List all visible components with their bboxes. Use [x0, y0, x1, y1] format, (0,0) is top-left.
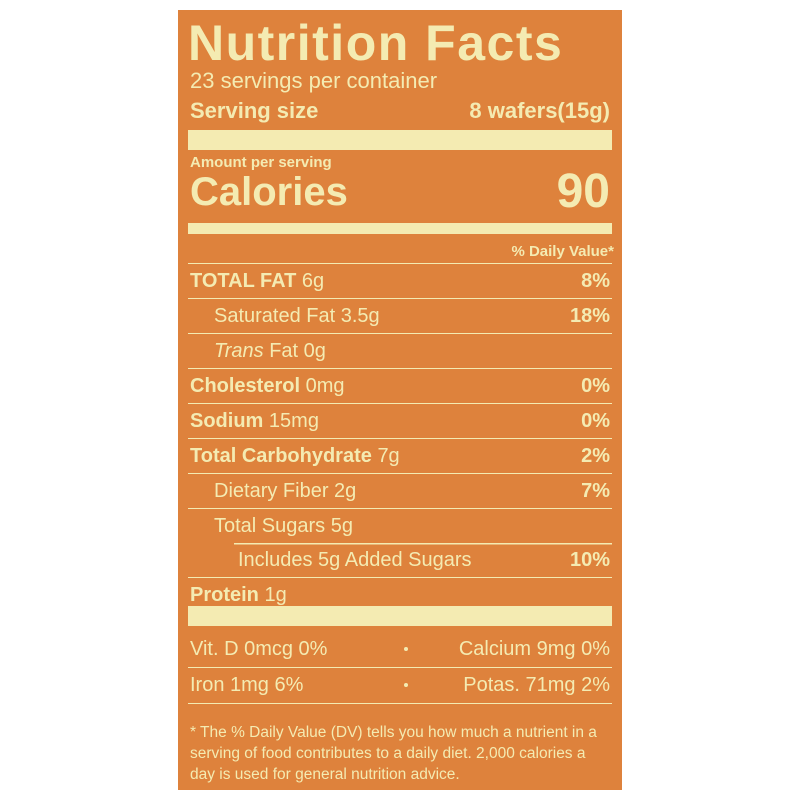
serving-size: Serving size 8 wafers(15g)	[190, 98, 610, 124]
title: Nutrition Facts	[188, 15, 564, 71]
daily-value: 8%	[581, 269, 610, 292]
thick-rule	[188, 606, 612, 626]
daily-value: 10%	[569, 548, 610, 571]
nutrient-amount: 7g	[377, 444, 400, 467]
serving-size-label: Serving size	[190, 98, 319, 123]
nutrient-row: Dietary Fiber 2g 7%	[188, 473, 612, 508]
nutrient-name: Fat	[269, 339, 299, 362]
daily-value: 18%	[569, 304, 610, 327]
nutrient-label: Trans Fat 0g	[188, 340, 326, 363]
nutrient-name: Includes 5g Added Sugars	[238, 548, 472, 571]
nutrient-label: Saturated Fat 3.5g	[188, 305, 380, 328]
nutrient-amount: 3.5g	[340, 304, 380, 327]
nutrient-label: TOTAL FAT 6g	[188, 270, 324, 293]
serving-size-value: 8 wafers(15g)	[469, 98, 610, 123]
nutrient-name: Total Carbohydrate	[190, 444, 372, 467]
nutrient-label: Dietary Fiber 2g	[188, 480, 356, 503]
nutrient-amount: 5g	[330, 514, 353, 537]
label-panel: Nutrition Facts 23 servings per containe…	[178, 10, 622, 790]
nutrient-label: Total Sugars 5g	[188, 515, 353, 538]
nutrient-label: Includes 5g Added Sugars	[188, 549, 472, 572]
amount-per-serving: Amount per serving	[190, 154, 332, 171]
nutrient-label: Total Carbohydrate 7g	[188, 445, 400, 468]
vitamin-row: Iron 1mg 6% Potas. 71mg 2%	[188, 668, 612, 704]
medium-rule	[188, 223, 612, 234]
bullet	[404, 683, 408, 687]
calories-label: Calories	[190, 170, 348, 214]
nutrient-name: TOTAL FAT	[190, 269, 297, 292]
nutrient-row: Total Carbohydrate 7g 2%	[188, 438, 612, 473]
nutrient-row: Total Sugars 5g	[188, 508, 612, 543]
nutrient-name: Cholesterol	[190, 374, 301, 397]
nutrient-name: Protein	[190, 583, 259, 606]
nutrient-label: Cholesterol 0mg	[188, 375, 345, 398]
daily-value: 7%	[581, 479, 610, 502]
nutrient-name-italic: Trans	[214, 339, 264, 362]
nutrient-name: Dietary Fiber	[214, 479, 329, 502]
footnote: * The % Daily Value (DV) tells you how m…	[190, 724, 597, 783]
vitamin-row: Vit. D 0mcg 0% Calcium 9mg 0%	[188, 632, 612, 668]
nutrient-amount: 1g	[264, 583, 287, 606]
nutrient-amount: 0mg	[305, 374, 345, 397]
nutrient-amount: 0g	[303, 339, 326, 362]
nutrient-row: Protein 1g	[188, 577, 612, 612]
thick-rule	[188, 130, 612, 150]
servings: 23 servings per container	[190, 68, 438, 93]
nutrient-amount: 2g	[334, 479, 357, 502]
daily-value-header: % Daily Value*	[511, 243, 614, 260]
nutrient-row: TOTAL FAT 6g 8%	[188, 263, 612, 298]
nutrient-label: Sodium 15mg	[188, 410, 319, 433]
nutrient-row: Cholesterol 0mg 0%	[188, 368, 612, 403]
calories-value: 90	[556, 165, 610, 218]
nutrient-amount: 15mg	[268, 409, 319, 432]
nutrient-name: Saturated Fat	[214, 304, 336, 327]
nutrient-name: Total Sugars	[214, 514, 326, 537]
nutrient-amount: 6g	[301, 269, 325, 292]
vitamin-right: Calcium 9mg 0%	[458, 638, 610, 660]
daily-value: 0%	[581, 374, 610, 397]
nutrient-row: Trans Fat 0g	[188, 333, 612, 368]
nutrient-row: Includes 5g Added Sugars 10%	[188, 543, 612, 577]
vitamin-left: Vit. D 0mcg 0%	[190, 638, 328, 660]
daily-value: 2%	[581, 444, 610, 467]
nutrient-rows: TOTAL FAT 6g 8% Saturated Fat 3.5g 18% Trans…	[188, 263, 612, 612]
vitamin-right: Potas. 71mg 2%	[463, 674, 610, 696]
nutrient-row: Sodium 15mg 0%	[188, 403, 612, 438]
daily-value: 0%	[581, 409, 610, 432]
vitamin-rows: Vit. D 0mcg 0% Calcium 9mg 0% Iron 1mg 6% P…	[188, 632, 612, 704]
bullet	[404, 647, 408, 651]
nutrient-row: Saturated Fat 3.5g 18%	[188, 298, 612, 333]
vitamin-left: Iron 1mg 6%	[190, 674, 304, 696]
nutrient-label: Protein 1g	[188, 584, 287, 607]
nutrient-name: Sodium	[190, 409, 264, 432]
